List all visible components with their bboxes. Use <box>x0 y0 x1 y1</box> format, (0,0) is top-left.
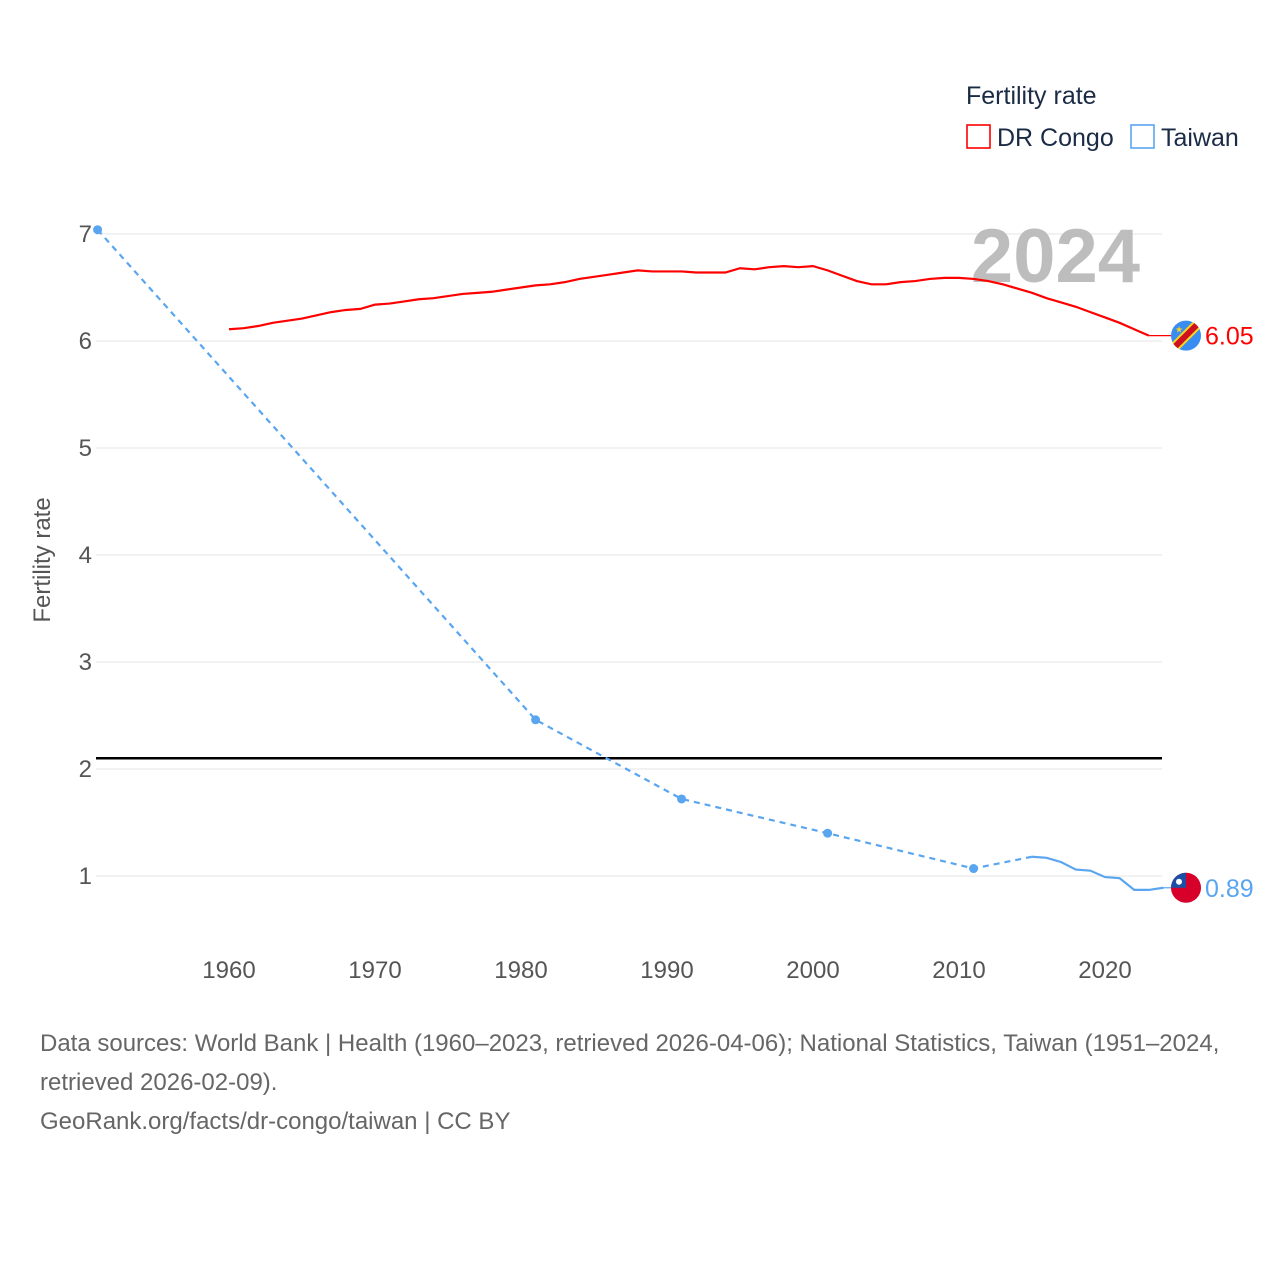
credit-link[interactable]: GeoRank.org/facts/dr-congo/taiwan | CC B… <box>40 1108 511 1135</box>
x-tick-label: 1980 <box>494 957 547 984</box>
series-line-dr-congo <box>228 264 1150 337</box>
legend-label: DR Congo <box>997 124 1114 152</box>
fertility-chart: 1 2 3 4 5 6 7 1960 1970 1980 1990 2000 2010 2020 Ferti… <box>29 82 1254 984</box>
taiwan-flag-icon <box>1171 872 1201 903</box>
year-label: 2024 <box>971 214 1140 299</box>
svg-text:★: ★ <box>1175 325 1183 335</box>
y-tick-label: 2 <box>79 756 92 783</box>
x-tick-label: 1970 <box>348 957 401 984</box>
legend-title: Fertility rate <box>966 82 1097 110</box>
x-tick-label: 2000 <box>786 957 839 984</box>
legend-swatch <box>1130 124 1155 149</box>
x-tick-label: 1990 <box>640 957 693 984</box>
legend-item-taiwan[interactable]: Taiwan <box>1130 124 1239 152</box>
taiwan-data-point <box>531 715 541 725</box>
y-axis-label: Fertility rate <box>29 497 56 622</box>
y-tick-label: 6 <box>79 328 92 355</box>
taiwan-data-point <box>823 828 833 838</box>
x-tick-label: 2010 <box>932 957 985 984</box>
dr-congo-end-label: 6.05 <box>1205 323 1254 351</box>
y-tick-label: 4 <box>79 542 92 569</box>
y-tick-label: 1 <box>79 863 92 890</box>
taiwan-data-point <box>677 794 687 804</box>
legend-swatch <box>966 124 991 149</box>
taiwan-data-point <box>93 225 103 235</box>
legend-item-dr-congo[interactable]: DR Congo <box>966 124 1114 152</box>
taiwan-data-point <box>969 864 979 874</box>
sources-text: Data sources: World Bank | Health (1960–… <box>40 1030 1220 1096</box>
x-tick-label: 1960 <box>202 957 255 984</box>
y-tick-label: 3 <box>79 649 92 676</box>
y-tick-label: 7 <box>79 221 92 248</box>
data-sources: Data sources: World Bank | Health (1960–… <box>40 1024 1250 1141</box>
y-tick-label: 5 <box>79 435 92 462</box>
series-line-taiwan <box>1031 855 1164 892</box>
x-tick-label: 2020 <box>1078 957 1131 984</box>
taiwan-end-label: 0.89 <box>1205 875 1254 903</box>
legend-label: Taiwan <box>1161 124 1239 152</box>
series-line-taiwan-dashed <box>96 228 1033 870</box>
dr-congo-flag-icon: ★ <box>1171 320 1201 351</box>
